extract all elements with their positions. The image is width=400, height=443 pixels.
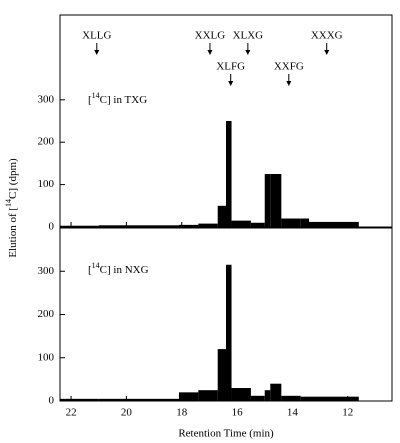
y-tick-label: 200	[38, 308, 55, 320]
y-tick-label: 200	[38, 136, 55, 148]
annotation-arrowhead	[286, 81, 292, 86]
annotation-arrowhead	[94, 50, 100, 55]
y-tick-label: 100	[38, 351, 55, 363]
y-tick-label: 300	[38, 265, 55, 277]
x-tick-label: 16	[232, 407, 244, 419]
annotation: XLXG	[233, 30, 264, 42]
y-tick-label: 0	[49, 395, 55, 407]
annotation-arrowhead	[324, 50, 330, 55]
bar	[98, 398, 179, 401]
bar	[60, 225, 99, 227]
bar	[264, 390, 271, 401]
bar	[300, 396, 309, 401]
bar	[231, 388, 251, 401]
bar	[250, 395, 265, 401]
bar	[217, 205, 226, 227]
x-tick-label: 12	[342, 407, 353, 419]
panel-label: [14C] in NXG	[88, 261, 149, 276]
bar	[250, 222, 265, 227]
x-tick-label: 20	[121, 407, 133, 419]
bar	[309, 221, 359, 227]
bar	[264, 174, 271, 227]
annotation-arrowhead	[245, 50, 251, 55]
bar	[98, 225, 179, 227]
bar	[270, 174, 282, 227]
bar	[300, 218, 309, 227]
bar	[226, 121, 232, 227]
x-tick-label: 18	[176, 407, 188, 419]
annotation: XXXG	[311, 30, 343, 42]
bar	[198, 390, 218, 401]
bar	[226, 264, 232, 401]
bar	[281, 395, 301, 401]
bar	[217, 349, 226, 401]
annotation-arrowhead	[207, 50, 213, 55]
annotation-arrowhead	[228, 81, 234, 86]
bar	[198, 223, 218, 227]
annotation: XXFG	[274, 61, 304, 73]
y-tick-label: 300	[38, 93, 55, 105]
x-axis-label: Retention Time (min)	[178, 428, 274, 440]
bar	[309, 396, 359, 401]
x-tick-label: 14	[287, 407, 299, 419]
bar	[178, 392, 199, 401]
panel-label: [14C] in TXG	[88, 91, 147, 106]
annotation: XLLG	[82, 30, 111, 42]
bar	[281, 218, 301, 227]
y-tick-label: 100	[38, 178, 55, 190]
x-tick-label: 22	[66, 407, 77, 419]
bar	[60, 398, 99, 401]
annotation: XLFG	[216, 61, 245, 73]
annotation: XXLG	[195, 30, 226, 42]
y-tick-label: 0	[49, 221, 55, 233]
bar	[178, 224, 199, 227]
bar	[231, 220, 251, 227]
y-axis-label: Elution of [14C] (dpm)	[4, 158, 19, 258]
bar	[270, 383, 282, 401]
